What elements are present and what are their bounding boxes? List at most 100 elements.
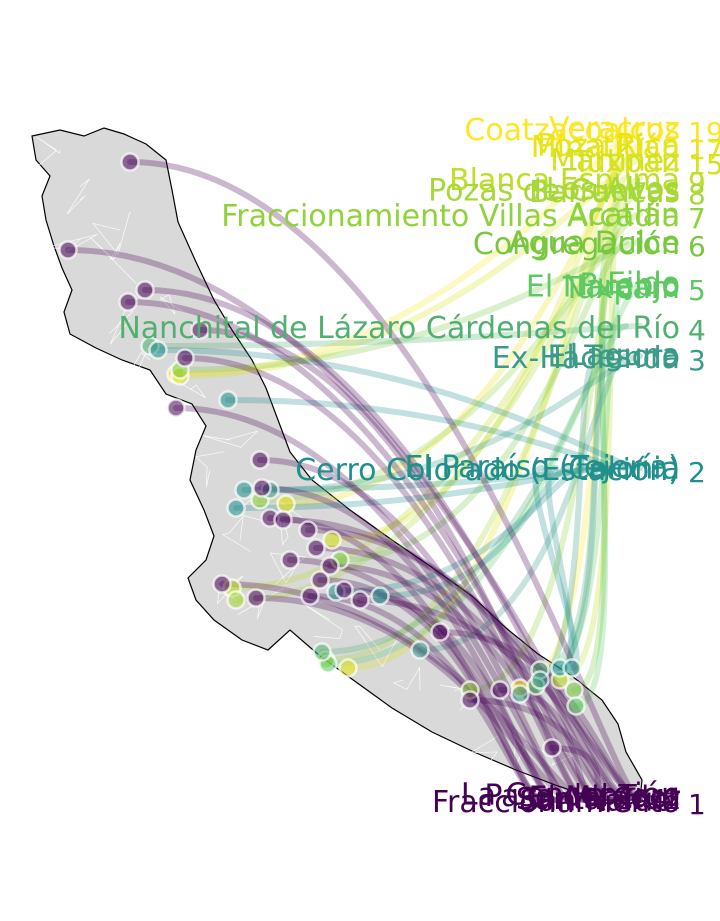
flow-line	[65, 247, 629, 803]
flow-line	[127, 159, 643, 803]
flow-line	[517, 125, 629, 691]
group-number: 5	[688, 274, 706, 307]
flow-line	[549, 745, 615, 803]
location-point	[510, 684, 530, 704]
location-point	[300, 586, 320, 606]
location-point	[250, 450, 270, 470]
place-label: Pueblo	[579, 268, 680, 303]
location-point	[135, 280, 155, 300]
flow-line	[325, 283, 643, 667]
location-point	[530, 670, 550, 690]
flow-lines	[65, 125, 643, 803]
flow-line	[173, 125, 643, 377]
location-point	[252, 478, 272, 498]
flow-line	[147, 323, 643, 349]
flow-line	[225, 397, 629, 471]
flow-line	[319, 323, 629, 655]
flow-line	[182, 355, 587, 803]
municipality-border	[354, 625, 401, 668]
place-label: Laguna	[569, 338, 680, 373]
group-number: 6	[688, 230, 706, 263]
flow-line	[437, 629, 643, 803]
flow-line	[377, 465, 573, 599]
place-label: El Naranjo	[526, 270, 680, 305]
place-label: Agua Dulce	[508, 226, 680, 261]
place-label: La Concepción	[461, 778, 680, 813]
flow-line	[177, 157, 643, 379]
flow-line	[267, 353, 643, 493]
group-number: 7	[688, 202, 706, 235]
group-number: 2	[688, 456, 706, 489]
location-point	[118, 292, 138, 312]
municipality-border	[90, 237, 137, 284]
location-point	[218, 390, 238, 410]
municipality-border	[34, 136, 61, 170]
group-number: 3	[688, 344, 706, 377]
place-label: Ex-Hacienda	[492, 341, 680, 376]
location-point	[430, 622, 450, 642]
location-point	[542, 738, 562, 758]
flow-line	[333, 465, 587, 595]
flow-line	[532, 465, 580, 671]
place-label: Acatlán	[568, 198, 680, 233]
veracruz-state-shape	[31, 127, 643, 801]
municipality-border	[222, 515, 252, 553]
municipality-border	[576, 775, 625, 801]
flow-line	[233, 187, 643, 603]
place-label: Los Altos	[546, 172, 680, 207]
municipality-border	[159, 294, 184, 315]
location-point	[310, 570, 330, 590]
municipality-border	[124, 346, 151, 382]
flow-line	[283, 142, 643, 507]
flow-line	[313, 545, 615, 803]
flow-line	[257, 457, 573, 803]
flow-line	[197, 327, 587, 803]
place-label: El Mirador	[529, 781, 681, 816]
municipality-border	[195, 451, 225, 487]
place-label: Minatitlán	[531, 130, 680, 165]
place-label: Ejido	[607, 267, 680, 302]
municipality-border	[92, 212, 131, 256]
flow-line	[142, 287, 615, 803]
location-point	[306, 538, 326, 558]
place-label: Congregación	[473, 227, 680, 262]
location-point	[350, 590, 370, 610]
flow-line	[537, 323, 615, 673]
location-points	[58, 152, 586, 758]
flow-line	[573, 283, 615, 709]
place-label: Poza Rica	[537, 129, 680, 164]
flow-line	[557, 175, 629, 683]
flow-line	[155, 347, 643, 471]
location-point	[312, 642, 332, 662]
place-label: El Paraíso (Tejería)	[405, 450, 680, 485]
place-label: El Tesoro	[547, 340, 680, 375]
place-label: Coatzacoalcos	[464, 113, 680, 148]
place-label: Martínez	[550, 144, 680, 179]
place-label: Paso del Toro	[484, 779, 680, 814]
municipality-border	[392, 666, 421, 691]
place-label: Veracruz	[549, 112, 680, 147]
group-number: 8	[688, 178, 706, 211]
flow-line	[323, 187, 629, 663]
group-number: 4	[688, 314, 706, 347]
flow-line	[287, 557, 559, 803]
municipality-border	[469, 735, 501, 762]
flow-line	[280, 517, 643, 803]
place-label: Cerro Colorado (Estación)	[295, 453, 680, 488]
location-point	[148, 340, 168, 360]
location-point	[226, 590, 246, 610]
place-label: San Rafael	[520, 784, 680, 819]
flow-line	[259, 485, 559, 803]
location-point	[320, 556, 340, 576]
group-number: 15	[688, 148, 720, 181]
flow-line	[125, 299, 601, 803]
location-point	[276, 494, 296, 514]
place-label: Tuxpan	[572, 145, 680, 180]
group-number: 17	[688, 133, 720, 166]
location-point	[58, 240, 78, 260]
location-point	[490, 680, 510, 700]
location-point	[334, 580, 354, 600]
flow-line	[173, 405, 573, 803]
